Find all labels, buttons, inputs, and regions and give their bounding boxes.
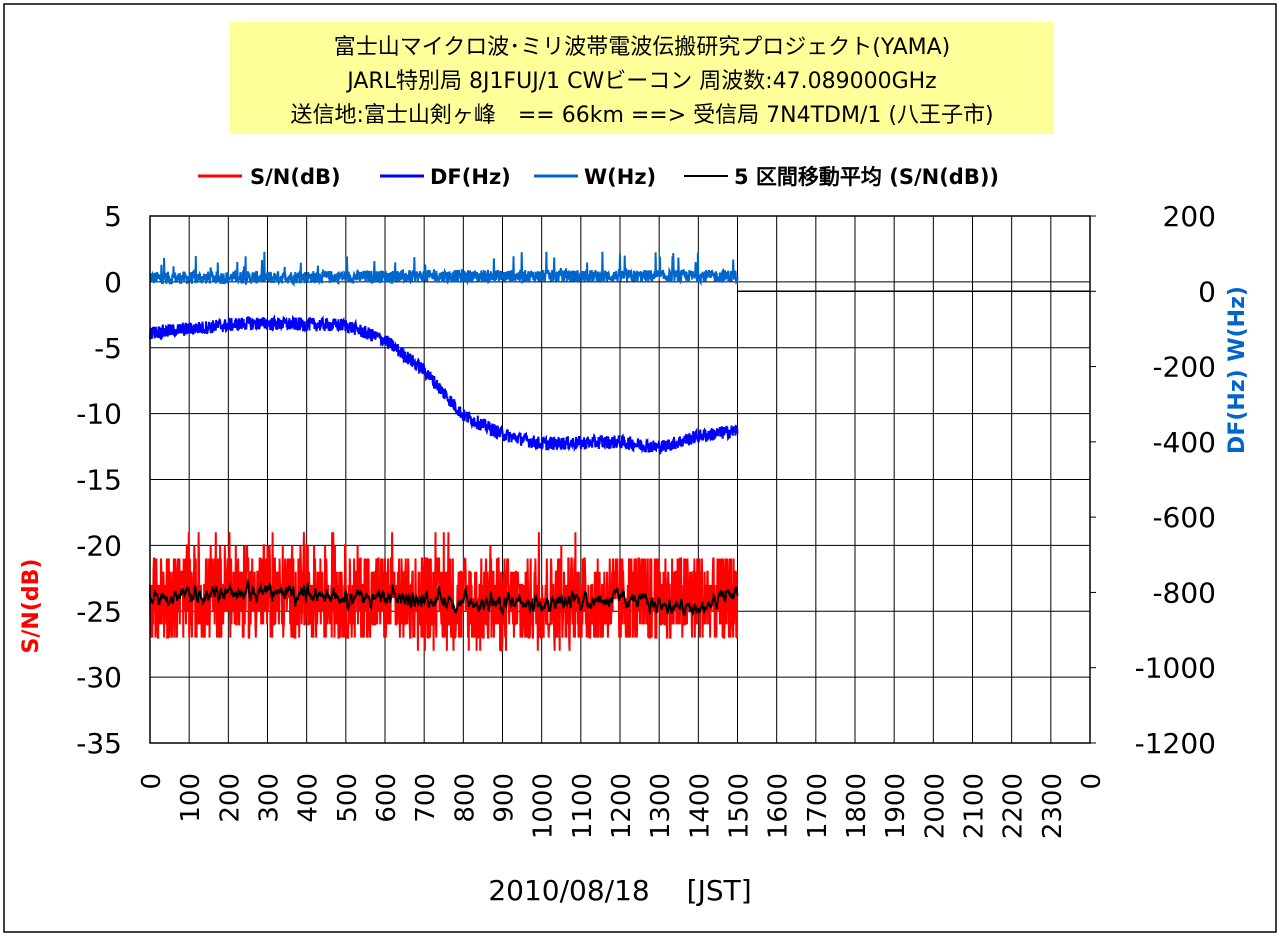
series-df-line [149, 314, 739, 455]
x-tick-label: 1800 [842, 773, 872, 839]
y-right-tick-label: -400 [1152, 426, 1216, 459]
title-line-3: 送信地:富士山剣ヶ峰 == 66km ==> 受信局 7N4TDM/1 (八王子… [290, 103, 993, 128]
x-tick-label: 2200 [999, 773, 1029, 839]
series-w-line [149, 251, 739, 288]
legend-label-w: W(Hz) [584, 165, 656, 189]
title-box [230, 22, 1054, 134]
x-tick-label: 1500 [725, 773, 755, 839]
x-axis-ticks: 0 100 200 300 400 500 600 700 800 900 1000 1100 1200… [137, 773, 1107, 839]
legend: S/N(dB) DF(Hz) W(Hz) 5 区間移動平均 (S/N(dB)) [198, 165, 999, 189]
y-right-tick-label: -1000 [1135, 652, 1216, 685]
series-sn-line [149, 532, 739, 652]
x-tick-label: 2000 [920, 773, 950, 839]
x-tick-label: 2100 [960, 773, 990, 839]
legend-label-sn: S/N(dB) [250, 165, 341, 189]
x-tick-label: 900 [490, 773, 520, 823]
plot-border [149, 215, 1091, 744]
x-tick-label: 1900 [881, 773, 911, 839]
y-right-tick-label: 200 [1163, 200, 1216, 233]
y-left-tick-label: -25 [76, 595, 122, 628]
x-tick-label: 400 [294, 773, 324, 823]
x-tick-label: 1000 [529, 773, 559, 839]
left-axis-ticks: 5 0 -5 -10 -15 -20 -25 -30 -35 [76, 200, 122, 760]
x-tick-label: 1400 [685, 773, 715, 839]
y-right-tick-label: -200 [1152, 351, 1216, 384]
y-left-tick-label: -5 [94, 332, 122, 365]
x-tick-label: 0 [1077, 773, 1107, 790]
x-tick-label: 100 [176, 773, 206, 823]
legend-label-ma: 5 区間移動平均 (S/N(dB)) [734, 165, 999, 189]
y-left-tick-label: -30 [76, 661, 122, 694]
x-tick-label: 0 [137, 773, 167, 790]
y-left-tick-label: 0 [104, 266, 122, 299]
x-tick-label: 800 [450, 773, 480, 823]
x-tick-label: 300 [255, 773, 285, 823]
y-left-tick-label: 5 [104, 200, 122, 233]
y-right-tick-label: 0 [1198, 275, 1216, 308]
x-tick-label: 700 [411, 773, 441, 823]
x-tick-label: 2300 [1038, 773, 1068, 839]
x-tick-label: 1700 [803, 773, 833, 839]
y-axis-label-right: DF(Hz) W(Hz) [1225, 286, 1250, 454]
legend-label-df: DF(Hz) [430, 165, 511, 189]
title-line-1: 富士山マイクロ波･ミリ波帯電波伝搬研究プロジェクト(YAMA) [334, 35, 951, 60]
x-tick-label: 1300 [646, 773, 676, 839]
y-left-tick-label: -20 [76, 529, 122, 562]
y-right-tick-label: -1200 [1135, 727, 1216, 760]
y-left-tick-label: -35 [76, 727, 122, 760]
series-moving-average-line [149, 577, 739, 617]
y-left-tick-label: -15 [76, 464, 122, 497]
y-right-tick-label: -800 [1152, 576, 1216, 609]
x-tick-label: 1600 [764, 773, 794, 839]
x-tick-label: 600 [372, 773, 402, 823]
y-right-tick-label: -600 [1152, 501, 1216, 534]
x-tick-label: 500 [333, 773, 363, 823]
x-tick-label: 1200 [607, 773, 637, 839]
y-axis-label-left: S/N(dB) [19, 559, 44, 654]
series-layer [149, 251, 1090, 652]
x-axis-label: 2010/08/18 [JST] [488, 874, 751, 907]
title-line-2: JARL特別局 8J1FUJ/1 CWビーコン 周波数:47.089000GHz [345, 69, 936, 94]
grid [150, 216, 1090, 743]
y-left-tick-label: -10 [76, 398, 122, 431]
x-tick-label: 200 [215, 773, 245, 823]
x-tick-label: 1100 [568, 773, 598, 839]
right-axis-ticks: 200 0 -200 -400 -600 -800 -1000 -1200 [1090, 200, 1216, 760]
